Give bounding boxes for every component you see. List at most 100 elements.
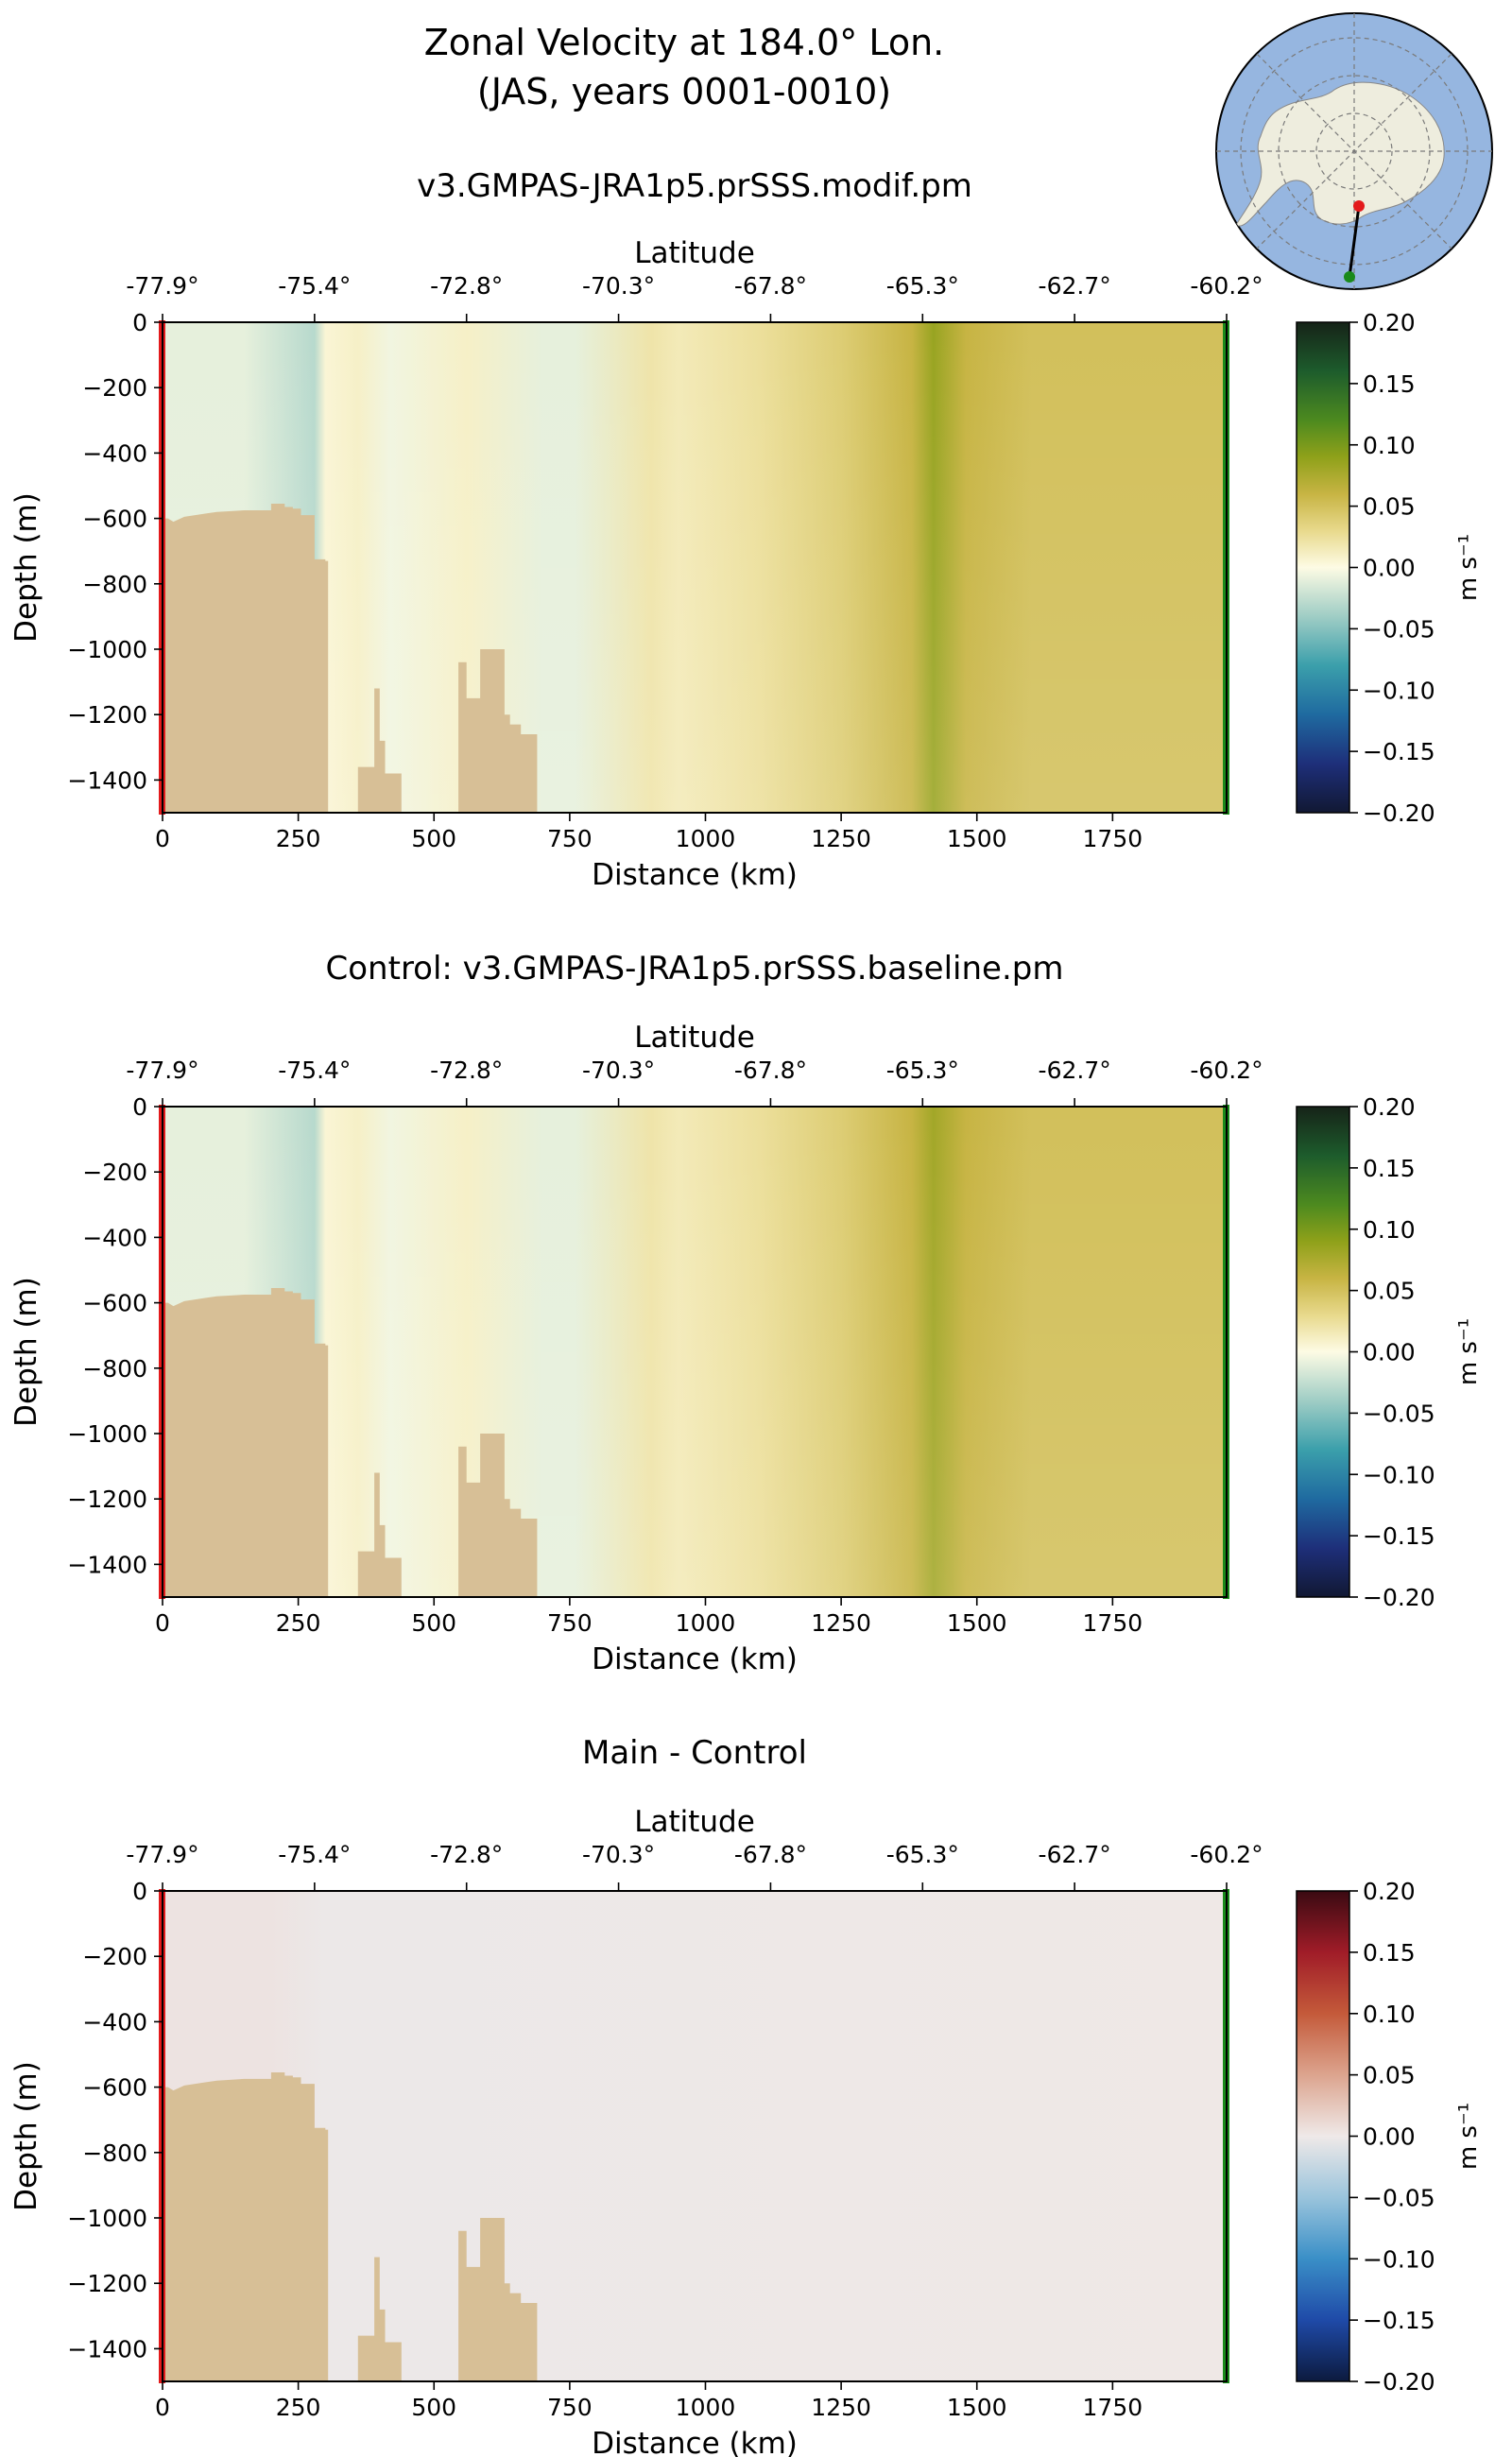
y-tick-label: −400 xyxy=(82,2008,147,2036)
axes-frame xyxy=(162,1890,1228,2382)
top-tick-label: -72.8° xyxy=(430,1057,503,1084)
bathymetry xyxy=(163,2072,538,2381)
colorbar-tick-label: −0.10 xyxy=(1363,677,1435,704)
panel-title: Control: v3.GMPAS-JRA1p5.prSSS.baseline.… xyxy=(326,950,1064,988)
y-tick-label: −1200 xyxy=(67,2270,147,2297)
top-tick-label: -60.2° xyxy=(1190,272,1263,300)
x-tick-label: 1250 xyxy=(811,825,871,852)
x-tick-label: 500 xyxy=(411,1609,456,1637)
colorbar-tick-label: 0.05 xyxy=(1363,1278,1416,1305)
x-axis-label: Distance (km) xyxy=(592,2427,798,2457)
top-tick-label: -65.3° xyxy=(886,1057,959,1084)
colorbar-label: m s⁻¹ xyxy=(1454,1318,1483,1385)
colorbar-tick-label: 0.15 xyxy=(1363,370,1416,398)
y-axis-label: Depth (m) xyxy=(9,2061,43,2211)
bathymetry xyxy=(163,504,538,813)
colorbar-tick-label: 0.15 xyxy=(1363,1939,1416,1967)
panel-2: Control: v3.GMPAS-JRA1p5.prSSS.baseline.… xyxy=(9,950,1483,1676)
y-tick-label: −600 xyxy=(82,506,147,533)
top-axis-label: Latitude xyxy=(634,236,755,270)
top-tick-label: -70.3° xyxy=(582,1841,655,1868)
x-axis-label: Distance (km) xyxy=(592,858,798,892)
x-tick-label: 1000 xyxy=(676,2394,736,2421)
top-tick-label: -60.2° xyxy=(1190,1841,1263,1868)
top-tick-label: -70.3° xyxy=(582,272,655,300)
colorbar-tick-label: 0.10 xyxy=(1363,2001,1416,2028)
x-tick-label: 1500 xyxy=(947,2394,1007,2421)
colorbar-tick-label: −0.10 xyxy=(1363,2245,1435,2273)
bathymetry xyxy=(163,1288,538,1597)
top-tick-label: -77.9° xyxy=(126,1841,198,1868)
top-tick-label: -75.4° xyxy=(278,1057,351,1084)
y-tick-label: −1400 xyxy=(67,1551,147,1578)
colorbar-tick-label: −0.05 xyxy=(1363,615,1435,643)
colorbar-tick-label: 0.05 xyxy=(1363,493,1416,521)
colorbar-tick-label: 0.10 xyxy=(1363,1216,1416,1244)
depth-shading xyxy=(163,322,1227,813)
colorbar-tick-label: −0.05 xyxy=(1363,2184,1435,2211)
y-tick-label: −200 xyxy=(82,1159,147,1186)
y-tick-label: −600 xyxy=(82,2074,147,2102)
top-tick-label: -62.7° xyxy=(1039,1841,1111,1868)
panel-1: v3.GMPAS-JRA1p5.prSSS.modif.pm 0 250 500 750… xyxy=(9,167,1483,892)
top-tick-label: -72.8° xyxy=(430,272,503,300)
top-tick-label: -65.3° xyxy=(886,272,959,300)
x-tick-label: 1750 xyxy=(1083,2394,1143,2421)
y-tick-label: −1000 xyxy=(67,2205,147,2232)
colorbar-tick-label: 0.20 xyxy=(1363,309,1416,336)
y-tick-label: −800 xyxy=(82,1355,147,1383)
colorbar-label: m s⁻¹ xyxy=(1454,534,1483,601)
depth-shading xyxy=(163,1891,1227,2381)
x-tick-label: 1500 xyxy=(947,1609,1007,1637)
x-tick-label: 750 xyxy=(547,2394,593,2421)
y-tick-label: 0 xyxy=(132,1093,147,1121)
top-tick-label: -65.3° xyxy=(886,1841,959,1868)
top-tick-label: -67.8° xyxy=(734,1841,807,1868)
x-tick-label: 0 xyxy=(155,1609,170,1637)
top-tick-label: -60.2° xyxy=(1190,1057,1263,1084)
depth-shading xyxy=(163,1107,1227,1597)
figure-title-line1: Zonal Velocity at 184.0° Lon. xyxy=(424,22,944,63)
colorbar-tick-label: 0.15 xyxy=(1363,1155,1416,1182)
x-tick-label: 1000 xyxy=(676,825,736,852)
y-tick-label: −1400 xyxy=(67,766,147,794)
y-tick-label: −400 xyxy=(82,1224,147,1251)
x-tick-label: 1500 xyxy=(947,825,1007,852)
x-tick-label: 1250 xyxy=(811,2394,871,2421)
y-tick-label: −1200 xyxy=(67,701,147,729)
axes-frame xyxy=(162,321,1228,814)
y-tick-label: −1000 xyxy=(67,1420,147,1448)
y-tick-label: 0 xyxy=(132,1878,147,1905)
colorbar-tick-label: 0.10 xyxy=(1363,432,1416,459)
x-tick-label: 500 xyxy=(411,825,456,852)
x-tick-label: 1000 xyxy=(676,1609,736,1637)
panel-title: Main - Control xyxy=(582,1734,807,1772)
colorbar-tick-label: 0.00 xyxy=(1363,555,1416,582)
top-tick-label: -77.9° xyxy=(126,1057,198,1084)
colorbar-tick-label: −0.15 xyxy=(1363,738,1435,765)
figure-title-line2: (JAS, years 0001-0010) xyxy=(477,71,891,112)
colorbar-tick-label: 0.00 xyxy=(1363,1339,1416,1366)
colorbar xyxy=(1296,1890,1350,2382)
y-tick-label: −400 xyxy=(82,439,147,467)
x-tick-label: 250 xyxy=(276,825,321,852)
x-tick-label: 0 xyxy=(155,825,170,852)
y-tick-label: −1400 xyxy=(67,2335,147,2362)
colorbar-tick-label: −0.15 xyxy=(1363,2307,1435,2334)
x-tick-label: 1250 xyxy=(811,1609,871,1637)
top-axis-label: Latitude xyxy=(634,1805,755,1839)
colorbar xyxy=(1296,1106,1350,1598)
top-tick-label: -77.9° xyxy=(126,272,198,300)
colorbar-tick-label: −0.20 xyxy=(1363,1584,1435,1611)
colorbar-tick-label: −0.10 xyxy=(1363,1461,1435,1488)
x-tick-label: 500 xyxy=(411,2394,456,2421)
top-axis-label: Latitude xyxy=(634,1021,755,1055)
top-tick-label: -67.8° xyxy=(734,272,807,300)
antarctica-map-icon xyxy=(1215,12,1493,290)
colorbar-tick-label: −0.05 xyxy=(1363,1400,1435,1427)
x-axis-label: Distance (km) xyxy=(592,1642,798,1676)
y-tick-label: −200 xyxy=(82,1943,147,1970)
colorbar-tick-label: −0.15 xyxy=(1363,1522,1435,1550)
y-tick-label: −1000 xyxy=(67,636,147,663)
